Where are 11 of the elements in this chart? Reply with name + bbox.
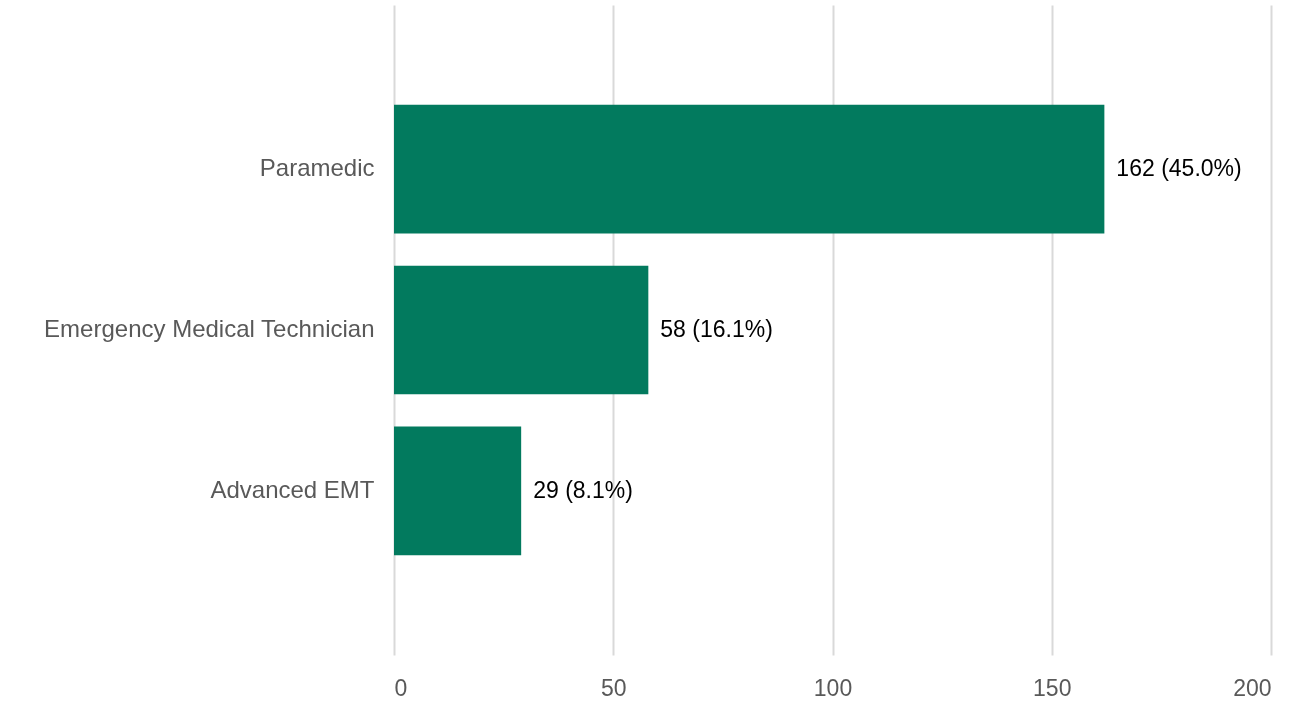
y-tick-label: Emergency Medical Technician [44, 315, 375, 342]
data-label: 29 (8.1%) [533, 476, 633, 503]
x-tick-label: 150 [1033, 674, 1072, 701]
x-tick-label: 200 [1233, 674, 1272, 701]
x-tick-label: 0 [394, 674, 408, 701]
data-label: 162 (45.0%) [1116, 155, 1242, 182]
y-tick-label: Advanced EMT [210, 475, 375, 503]
x-tick-label: 100 [813, 674, 853, 701]
x-tick-label: 50 [600, 674, 627, 701]
y-tick-label: Paramedic [259, 154, 375, 182]
data-label: 58 (16.1%) [660, 316, 773, 342]
